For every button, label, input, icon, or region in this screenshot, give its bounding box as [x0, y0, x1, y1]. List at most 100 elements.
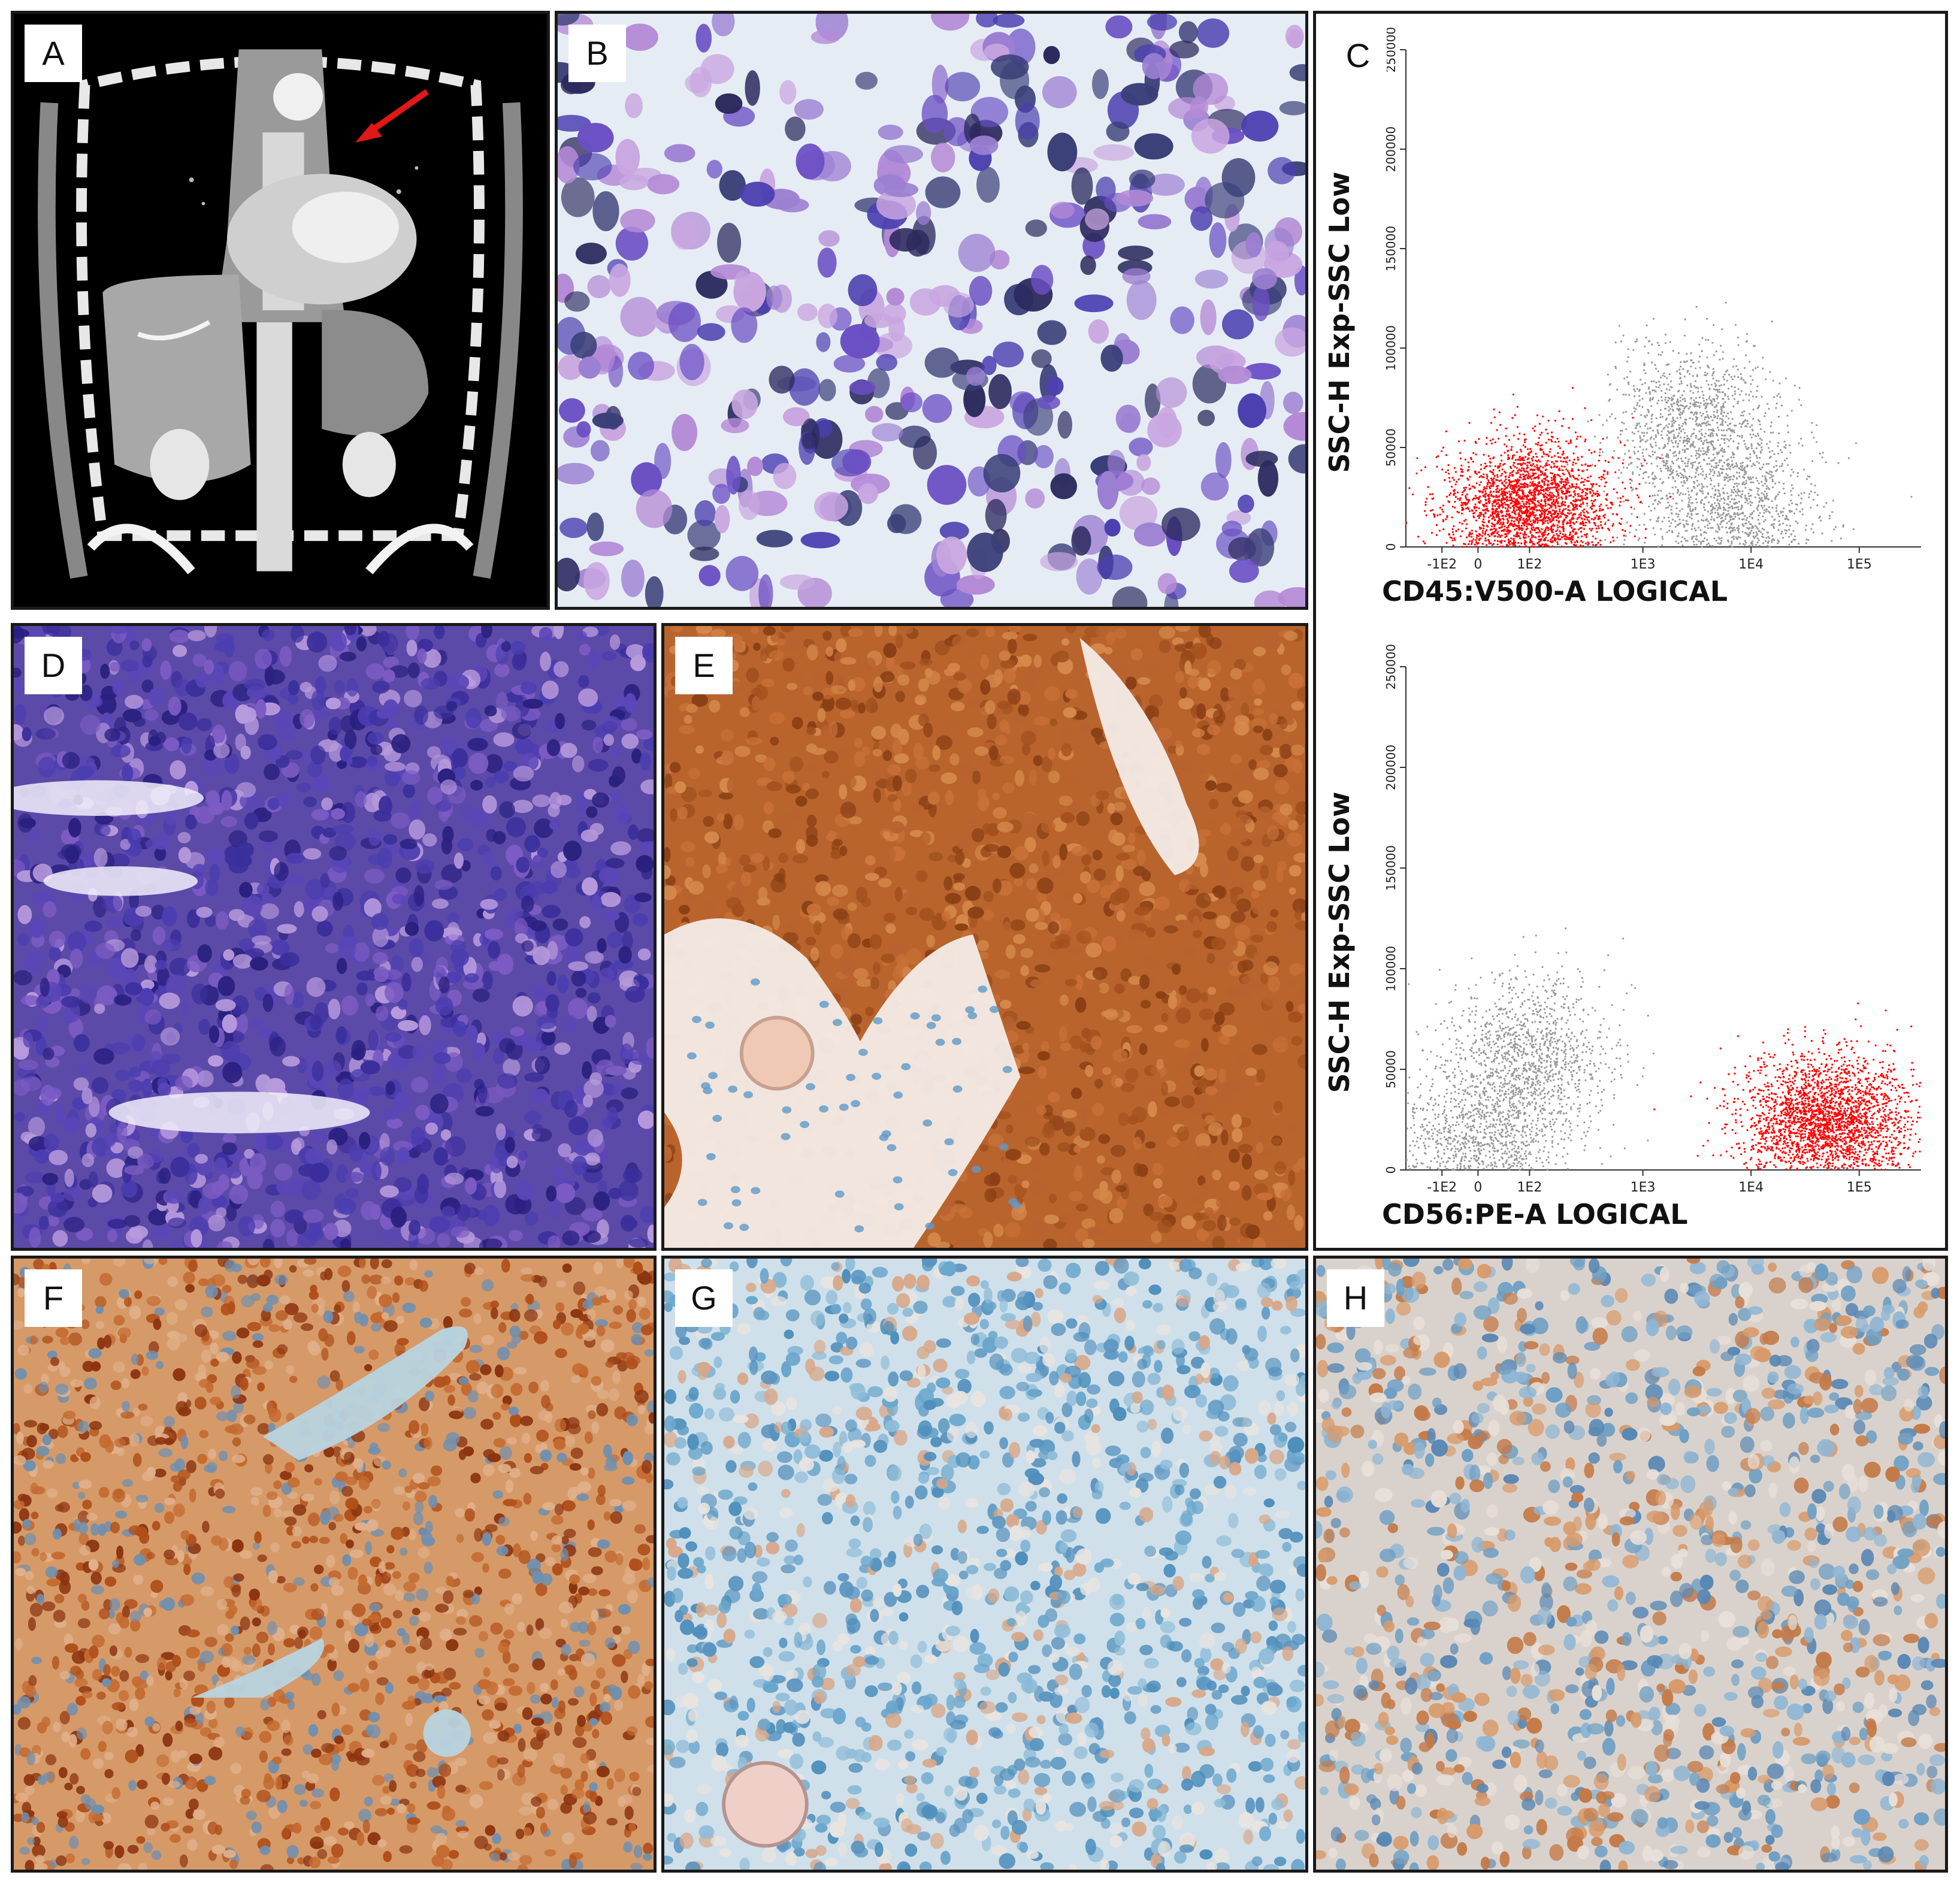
scatter-point	[1523, 433, 1526, 436]
scatter-point	[1677, 401, 1680, 403]
scatter-point	[1541, 519, 1544, 522]
scatter-point	[1545, 428, 1547, 431]
scatter-point	[1548, 504, 1551, 506]
scatter-point	[1617, 497, 1619, 500]
scatter-point	[1565, 516, 1568, 519]
scatter-point	[1695, 543, 1698, 546]
scatter-point	[1752, 545, 1754, 547]
scatter-point	[1771, 506, 1774, 509]
scatter-point	[1460, 464, 1463, 467]
scatter-point	[1677, 490, 1680, 492]
scatter-point	[1518, 515, 1520, 518]
scatter-point	[1528, 475, 1530, 477]
scatter-point	[1616, 491, 1618, 494]
scatter-point	[1762, 542, 1764, 545]
scatter-point	[1544, 509, 1546, 511]
scatter-point	[1531, 510, 1533, 513]
scatter-point	[1489, 497, 1491, 500]
scatter-point	[1882, 1098, 1885, 1100]
scatter-point	[1424, 501, 1427, 503]
scatter-point	[1682, 441, 1684, 444]
scatter-point	[1430, 531, 1433, 534]
scatter-point	[1746, 517, 1749, 519]
scatter-point	[1457, 498, 1459, 500]
scatter-point	[1729, 476, 1732, 478]
scatter-point	[1641, 464, 1643, 467]
scatter-point	[1558, 485, 1560, 488]
scatter-point	[1741, 483, 1744, 486]
scatter-point	[1760, 446, 1762, 449]
scatter-point	[1729, 468, 1731, 470]
scatter-point	[1569, 486, 1572, 489]
scatter-point	[1831, 1152, 1833, 1154]
scatter-point	[1767, 1088, 1770, 1091]
scatter-point	[1705, 416, 1707, 419]
scatter-point	[1557, 445, 1560, 447]
scatter-point	[1739, 468, 1741, 470]
scatter-point	[1732, 530, 1734, 532]
scatter-point	[1711, 404, 1714, 406]
scatter-point	[1746, 332, 1749, 335]
scatter-point	[1496, 476, 1499, 478]
scatter-point	[1543, 515, 1545, 518]
scatter-point	[1663, 372, 1665, 374]
scatter-point	[1828, 515, 1831, 517]
scatter-point	[1594, 510, 1596, 513]
scatter-point	[1717, 483, 1720, 485]
scatter-point	[1492, 473, 1495, 476]
scatter-point	[1773, 519, 1776, 521]
scatter-point	[1587, 476, 1589, 479]
scatter-point	[1690, 411, 1693, 413]
scatter-point	[1720, 537, 1723, 539]
scatter-point	[1698, 423, 1700, 425]
scatter-point	[1767, 1100, 1770, 1102]
scatter-point	[1643, 458, 1646, 461]
scatter-point	[1685, 519, 1688, 522]
scatter-point	[1716, 516, 1719, 519]
scatter-point	[1551, 540, 1554, 542]
scatter-point	[1583, 512, 1585, 514]
scatter-point	[1719, 500, 1721, 502]
scatter-point	[1607, 461, 1610, 464]
scatter-point	[1665, 467, 1667, 470]
scatter-point	[1498, 437, 1500, 440]
scatter-point	[1442, 528, 1445, 531]
scatter-point	[1445, 430, 1447, 433]
scatter-point	[1593, 450, 1596, 453]
scatter-point	[1512, 464, 1514, 467]
scatter-point	[1471, 541, 1474, 543]
scatter-point	[1792, 487, 1794, 489]
scatter-point	[1680, 492, 1682, 494]
scatter-point	[1559, 475, 1561, 477]
scatter-point	[1671, 425, 1673, 428]
scatter-point	[1778, 481, 1780, 483]
scatter-point	[1499, 505, 1501, 507]
scatter-point	[1557, 474, 1560, 476]
scatter-point	[1547, 503, 1549, 506]
scatter-point	[1732, 365, 1734, 368]
scatter-point	[1765, 492, 1768, 495]
scatter-point	[1660, 434, 1663, 437]
scatter-point	[1706, 317, 1708, 320]
scatter-point	[1690, 518, 1693, 520]
scatter-point	[1758, 501, 1761, 503]
scatter-point	[1657, 425, 1659, 428]
scatter-point	[1567, 537, 1569, 539]
scatter-point	[1578, 516, 1581, 518]
scatter-point	[1505, 471, 1507, 474]
scatter-point	[1550, 515, 1552, 517]
scatter-point	[1653, 438, 1655, 440]
scatter-point	[1605, 419, 1608, 422]
scatter-point	[1497, 467, 1499, 469]
scatter-point	[1528, 518, 1531, 521]
scatter-point	[1788, 536, 1790, 538]
scatter-point	[1571, 418, 1574, 421]
scatter-point	[1489, 461, 1492, 463]
scatter-point	[1711, 512, 1713, 514]
scatter-point	[1761, 533, 1764, 536]
scatter-point	[1442, 446, 1444, 449]
scatter-point	[1752, 395, 1754, 398]
scatter-point	[1763, 512, 1765, 514]
scatter-point	[1751, 1138, 1753, 1141]
scatter-point	[1582, 545, 1584, 548]
